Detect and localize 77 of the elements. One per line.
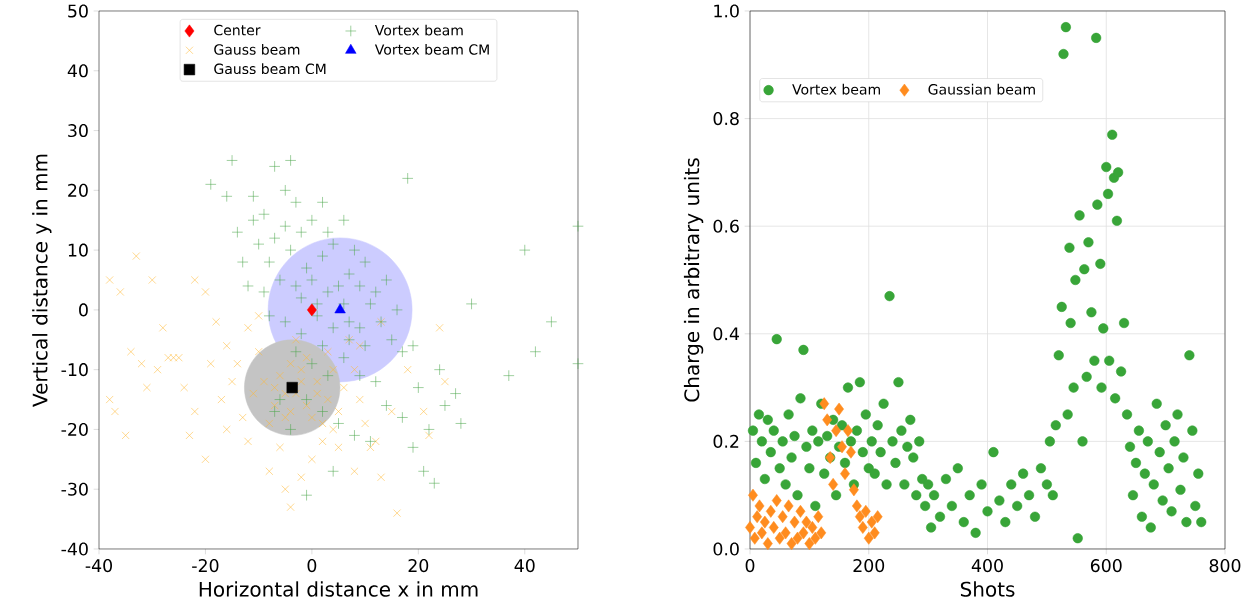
point [759,515,770,529]
x-tick-label: 400 [971,559,1003,573]
y-tick-label: 20 [68,183,88,197]
point [846,445,856,459]
point [783,499,794,513]
y-tick-label: 30 [68,124,88,138]
x-tick-label: 40 [514,559,535,573]
x-tick-label: 20 [408,559,429,573]
point [810,531,821,545]
point [828,478,838,491]
point [765,504,776,518]
x-tick-label: -20 [192,559,219,573]
point [795,504,806,518]
x-tick-label: 0 [307,559,317,573]
point [771,494,782,507]
y-tick-label: -30 [61,482,88,496]
point [780,526,791,540]
point [748,488,758,502]
y-tick-label: 0.0 [713,542,739,556]
point [872,510,883,524]
x-tick-label: 0 [745,559,755,573]
y-tick-label: 0 [79,303,88,317]
point [749,531,760,545]
legend-label: Vortex beam [792,83,880,95]
x-tick-label: 800 [1209,559,1241,573]
y-tick-label: -20 [61,422,88,436]
legend-label: Center [214,24,261,36]
x-tick-label: -40 [85,559,112,573]
point [843,424,853,438]
point [745,521,755,534]
point [762,537,773,551]
legend-label: Gauss beam [214,43,300,55]
y-axis-title: Vertical distance y in mm [32,154,52,407]
point [792,531,803,545]
legend-label: Vortex beam CM [374,43,489,55]
point [816,526,827,540]
y-tick-label: -10 [61,363,88,377]
point [831,424,841,438]
y-tick-label: 0.8 [713,112,739,126]
point [813,510,824,524]
point [807,521,818,534]
point [857,521,868,534]
point [777,510,788,524]
legend-label: Vortex beam [374,24,463,36]
point [774,531,785,545]
x-tick-label: 200 [853,559,885,573]
point [757,526,767,540]
point [801,515,812,529]
y-tick-label: 10 [68,243,88,257]
x-axis-title: Horizontal distance x in mm [199,581,478,597]
legend-label: Gaussian beam [928,83,1035,95]
point [798,526,809,540]
y-tick-label: 50 [68,4,88,18]
y-tick-label: 0.6 [713,219,739,233]
y-axis-title: Charge in arbitrary units [683,158,704,402]
point [834,402,844,416]
point [786,537,797,551]
point [863,531,874,545]
point [752,510,762,524]
y-tick-label: -40 [61,542,88,556]
x-axis-title: Shots [960,581,1015,597]
point [860,504,871,518]
point [869,526,880,540]
point [768,521,779,534]
y-tick-label: 0.2 [713,434,739,448]
y-tick-label: 0.4 [713,327,739,341]
y-tick-label: 40 [67,64,88,78]
y-tick-label: 1.0 [714,4,739,18]
point [789,515,800,529]
point [754,499,765,513]
x-tick-label: 600 [1090,559,1122,573]
point [852,499,862,513]
legend-label: Gauss beam CM [214,63,326,75]
point [840,467,850,481]
point [866,515,877,529]
point [804,537,815,551]
point [854,510,865,524]
